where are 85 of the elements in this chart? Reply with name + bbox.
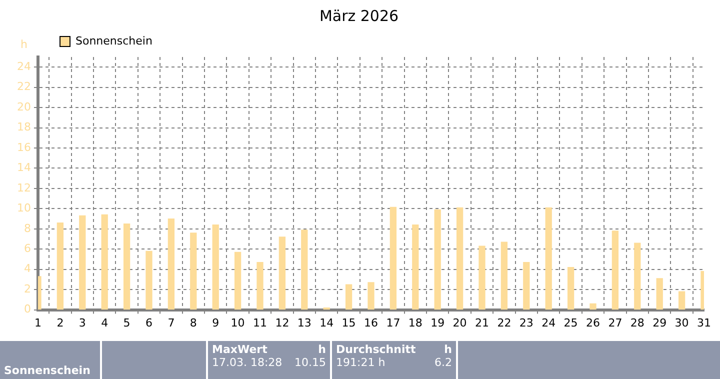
bar [79, 215, 86, 310]
x-tick-label: 9 [212, 316, 220, 330]
y-tick-label: 10 [16, 202, 31, 215]
text: h [318, 343, 326, 356]
x-tick-label: 2 [56, 316, 64, 330]
x-tick-label: 13 [297, 316, 312, 330]
x-tick-label: 18 [408, 316, 422, 330]
text: MaxWert [212, 343, 268, 356]
y-tick-label: 2 [24, 282, 31, 296]
x-tick-label: 10 [230, 316, 245, 330]
bar [123, 224, 130, 310]
bar [545, 207, 552, 310]
text: 10.15 [294, 356, 326, 369]
x-tick-label: 4 [101, 316, 108, 330]
bar [478, 246, 486, 310]
bar [56, 222, 64, 310]
bar [656, 278, 663, 310]
x-tick-label: 3 [78, 316, 86, 330]
text: Sonnenschein [0, 341, 100, 379]
y-tick-label: 20 [16, 100, 31, 114]
chart-title: März 2026 [319, 6, 399, 25]
bar [500, 242, 508, 310]
x-tick-label: 25 [564, 316, 578, 330]
x-tick-label: 11 [253, 316, 267, 330]
x-tick-label: 24 [542, 316, 556, 330]
x-tick-label: 5 [123, 316, 130, 330]
x-tick-label: 30 [674, 316, 689, 330]
x-tick-label: 28 [630, 316, 644, 330]
bar [523, 262, 530, 310]
bar [168, 218, 175, 310]
x-tick-label: 15 [342, 316, 356, 330]
x-tick-label: 19 [430, 316, 445, 330]
x-tick-label: 21 [475, 316, 489, 330]
x-tick-label: 31 [697, 316, 711, 330]
bar [256, 262, 264, 310]
bar [278, 236, 286, 310]
x-tick-label: 26 [586, 316, 600, 330]
x-tick-label: 8 [190, 316, 197, 330]
y-tick-label: 8 [24, 222, 31, 235]
y-tick-label: 0 [24, 302, 31, 316]
x-tick-label: 27 [608, 316, 622, 330]
text: 191:21 h [336, 356, 386, 369]
bar [234, 252, 242, 310]
bar [590, 303, 596, 310]
bar [678, 291, 686, 310]
x-tick-label: 22 [497, 316, 512, 330]
x-tick-label: 16 [364, 316, 378, 330]
bar [612, 230, 619, 310]
bar [412, 224, 419, 310]
bar [323, 307, 330, 310]
bar [301, 230, 308, 310]
text: Durchschnitt [336, 343, 416, 356]
y-axis-title: h [20, 38, 28, 51]
x-tick-label: 29 [652, 316, 667, 330]
text: 6.2 [434, 356, 452, 369]
x-tick-label: 23 [519, 316, 534, 330]
text: h [444, 343, 452, 356]
x-tick-label: 7 [168, 316, 175, 330]
x-tick-label: 17 [386, 316, 400, 330]
bar [456, 207, 464, 310]
bar [345, 284, 352, 310]
y-tick-label: 16 [16, 140, 31, 154]
y-tick-label: 18 [16, 120, 31, 134]
bar [190, 232, 197, 310]
y-tick-label: 22 [16, 80, 31, 94]
bar [434, 209, 441, 310]
x-tick-label: 6 [146, 316, 152, 330]
bar [390, 206, 397, 310]
y-tick-label: 4 [24, 262, 31, 276]
legend-label: Sonnenschein [76, 34, 152, 48]
bar [101, 214, 108, 310]
x-tick-label: 20 [452, 316, 467, 330]
bar [368, 282, 374, 310]
bar [212, 224, 219, 310]
y-tick-label: 6 [24, 242, 31, 255]
bar [634, 242, 641, 310]
x-tick-label: 1 [34, 316, 42, 330]
x-tick-label: 12 [275, 316, 290, 330]
y-tick-label: 14 [16, 161, 31, 174]
bar [567, 267, 574, 310]
text: 17.03. 18:28 [212, 356, 282, 369]
x-tick-label: 14 [320, 316, 334, 330]
y-tick-label: 24 [16, 60, 31, 73]
bar [146, 250, 152, 310]
y-tick-label: 12 [16, 181, 31, 194]
